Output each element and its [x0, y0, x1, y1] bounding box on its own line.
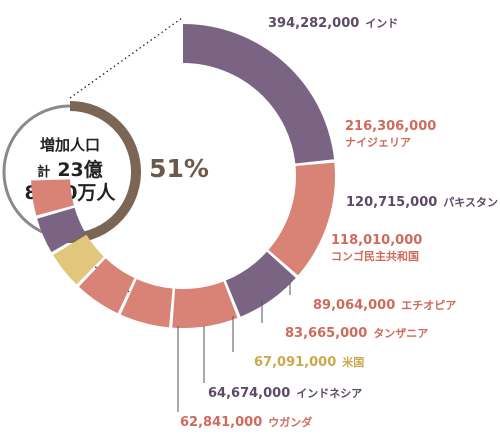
segment-country: エチオピア — [401, 299, 456, 312]
segment-country: インド — [365, 17, 398, 30]
segment-country: ナイジェリア — [345, 136, 411, 149]
segment-label: 89,064,000 エチオピア — [313, 298, 456, 313]
segment-value: 83,665,000 — [285, 326, 367, 341]
donut-segment — [225, 251, 296, 317]
segment-country: パキスタン — [443, 196, 498, 209]
segment-country: インドネシア — [296, 387, 362, 400]
donut-segments — [31, 24, 335, 328]
total-ring-share-arc — [65, 101, 141, 243]
center-label: 増加人口 — [40, 136, 100, 154]
donut-segment — [31, 179, 74, 216]
share-percent: 51% — [149, 154, 209, 183]
leader-lines — [177, 283, 291, 412]
donut-segment — [268, 162, 335, 276]
segment-country: ウガンダ — [268, 415, 312, 429]
center-total-main: 23億 — [57, 158, 102, 181]
segment-label: 67,091,000 米国 — [254, 355, 364, 370]
segment-value: 120,715,000 — [346, 195, 437, 210]
segment-label: 216,306,000 — [345, 119, 436, 134]
segment-label: 62,841,000 ウガンダ — [180, 415, 312, 430]
center-total-line1: 計 23億 — [37, 158, 103, 181]
donut-segment — [120, 279, 173, 328]
segment-value: 64,674,000 — [208, 386, 290, 401]
segment-label: 83,665,000 タンザニア — [285, 326, 428, 341]
donut-segment — [183, 24, 335, 164]
segment-country: タンザニア — [373, 327, 428, 340]
donut-segment — [37, 207, 86, 253]
segment-value: 118,010,000 — [331, 233, 422, 248]
center-total-prefix: 計 — [37, 164, 50, 180]
segment-labels: 394,282,000 インド 216,306,000 ナイジェリア 120,715,0… — [180, 16, 498, 430]
segment-country: コンゴ民主共和国 — [331, 249, 419, 263]
segment-label: 118,010,000 — [331, 233, 422, 248]
donut-segment — [53, 234, 104, 285]
segment-country: 米国 — [341, 355, 364, 369]
segment-label: 64,674,000 インドネシア — [208, 386, 362, 401]
segment-value: 89,064,000 — [313, 298, 395, 313]
donut-segment — [172, 281, 238, 328]
segment-value: 394,282,000 — [268, 16, 359, 31]
segment-value: 67,091,000 — [254, 355, 336, 370]
segment-label: 120,715,000 パキスタン — [346, 195, 498, 210]
segment-value: 62,841,000 — [180, 415, 262, 430]
connector-line-top — [69, 17, 183, 99]
segment-value: 216,306,000 — [345, 119, 436, 134]
segment-label: 394,282,000 インド — [268, 16, 398, 31]
donut-segment — [78, 258, 135, 314]
